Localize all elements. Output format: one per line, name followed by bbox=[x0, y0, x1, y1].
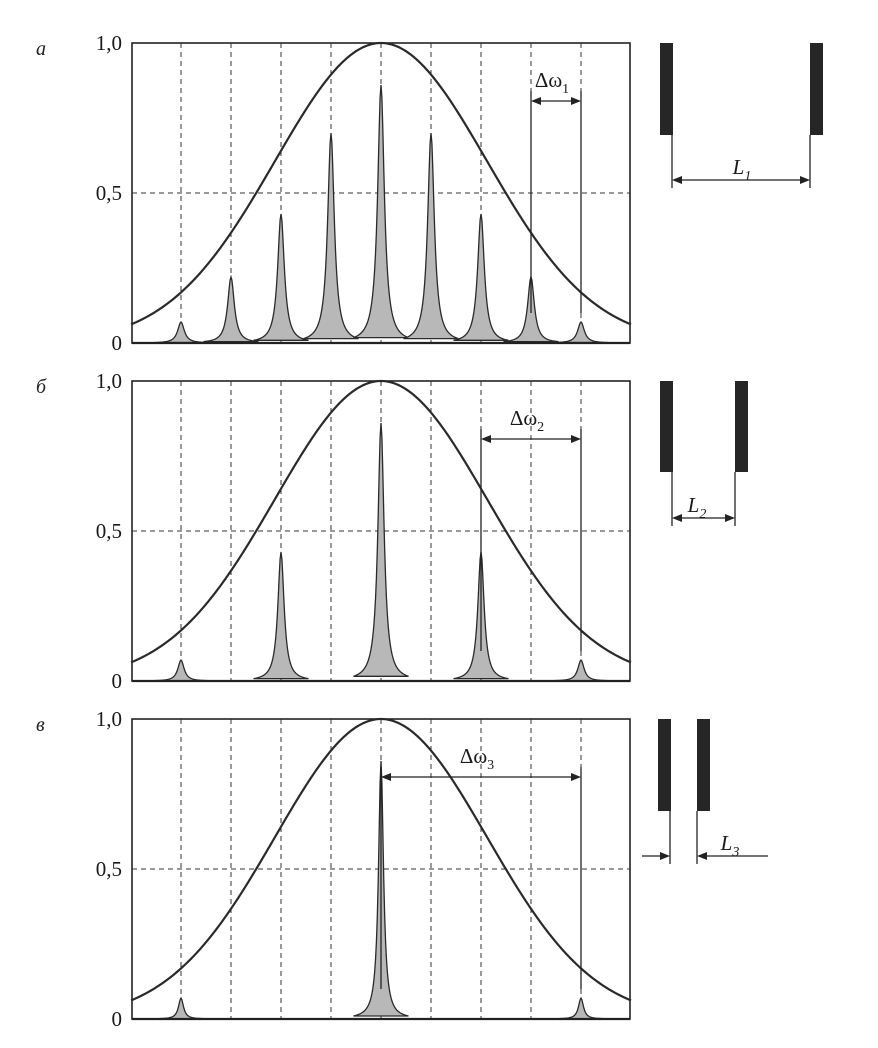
arrowhead bbox=[531, 97, 541, 105]
panel-label: а bbox=[36, 38, 46, 60]
arrowhead bbox=[660, 852, 670, 860]
y-tick-label: 0 bbox=[112, 331, 123, 355]
arrowhead bbox=[381, 773, 391, 781]
y-tick-label: 1,0 bbox=[96, 31, 122, 55]
y-tick-label: 1,0 bbox=[96, 707, 122, 731]
arrowhead bbox=[571, 435, 581, 443]
mode-peak bbox=[203, 274, 259, 343]
length-symbol: L bbox=[687, 493, 700, 517]
length-symbol: L bbox=[720, 831, 733, 855]
resonator-diagram: L3 bbox=[642, 719, 768, 864]
y-tick-label: 0 bbox=[112, 1007, 123, 1031]
spacing-symbol: Δω bbox=[510, 406, 537, 430]
y-tick-label: 0,5 bbox=[96, 181, 122, 205]
mirror-left bbox=[660, 381, 673, 472]
gain-envelope-curve bbox=[130, 379, 632, 664]
mode-peak bbox=[303, 132, 359, 340]
resonator-diagram: L1 bbox=[660, 43, 823, 188]
arrowhead bbox=[672, 514, 682, 522]
mode-peak bbox=[153, 658, 209, 682]
length-subscript: 3 bbox=[731, 845, 739, 860]
spectrum-panel: 0 0,5 1,0 в Δω3 bbox=[36, 707, 632, 1031]
mirror-right bbox=[810, 43, 823, 135]
spacing-symbol: Δω bbox=[535, 68, 562, 92]
mirror-right bbox=[735, 381, 748, 472]
length-subscript: 1 bbox=[744, 169, 751, 184]
gain-envelope-curve bbox=[130, 41, 632, 326]
mode-peak bbox=[403, 132, 459, 340]
mode-peak bbox=[553, 996, 609, 1020]
panel-label: в bbox=[36, 714, 45, 736]
arrowhead bbox=[481, 435, 491, 443]
spacing-symbol: Δω bbox=[460, 744, 487, 768]
mode-peak bbox=[253, 213, 309, 341]
arrowhead bbox=[725, 514, 735, 522]
spacing-subscript: 2 bbox=[537, 420, 544, 435]
length-subscript: 2 bbox=[699, 507, 706, 522]
panel-label: б bbox=[36, 376, 47, 398]
mode-peak bbox=[353, 84, 409, 339]
y-tick-label: 0 bbox=[112, 669, 123, 693]
mirror-left bbox=[658, 719, 671, 811]
mode-peak bbox=[253, 551, 309, 680]
y-tick-label: 1,0 bbox=[96, 369, 122, 393]
length-symbol: L bbox=[732, 155, 745, 179]
resonator-length-label: L2 bbox=[687, 493, 707, 522]
spacing-label: Δω1 bbox=[535, 68, 569, 97]
spacing-subscript: 3 bbox=[487, 758, 494, 773]
spacing-label: Δω2 bbox=[510, 406, 544, 435]
spectrum-panel: 0 0,5 1,0 а Δω1 bbox=[36, 31, 632, 355]
arrowhead bbox=[672, 176, 682, 184]
mode-peak bbox=[353, 422, 409, 677]
y-tick-label: 0,5 bbox=[96, 519, 122, 543]
mode-peak bbox=[553, 658, 609, 682]
mode-peak bbox=[453, 213, 509, 341]
mode-peak bbox=[153, 996, 209, 1020]
mode-peak bbox=[553, 321, 609, 344]
mirror-right bbox=[697, 719, 710, 811]
spectrum-panel: 0 0,5 1,0 б Δω2 bbox=[36, 369, 632, 693]
arrowhead bbox=[800, 176, 810, 184]
arrowhead bbox=[571, 97, 581, 105]
mode-peak bbox=[153, 321, 209, 344]
resonator-length-label: L1 bbox=[732, 155, 752, 184]
resonator-diagram: L2 bbox=[660, 381, 748, 526]
arrowhead bbox=[697, 852, 707, 860]
y-tick-label: 0,5 bbox=[96, 857, 122, 881]
mirror-left bbox=[660, 43, 673, 135]
spacing-label: Δω3 bbox=[460, 744, 494, 773]
spacing-subscript: 1 bbox=[562, 82, 569, 97]
gain-envelope-curve bbox=[130, 717, 632, 1002]
resonator-length-label: L3 bbox=[720, 831, 740, 860]
arrowhead bbox=[571, 773, 581, 781]
